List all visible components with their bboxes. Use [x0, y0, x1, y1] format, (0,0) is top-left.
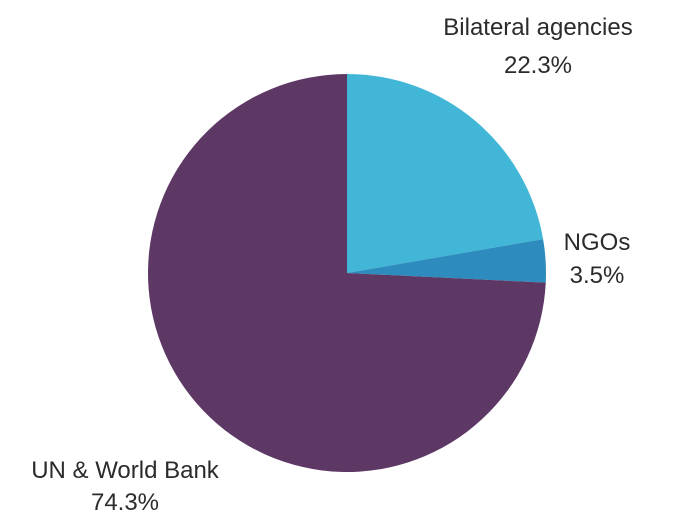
slice-label-ngos: NGOs: [564, 229, 631, 256]
pie-slice-ngos: [347, 239, 546, 283]
pie-slices: [147, 73, 546, 472]
slice-value-ngos: 3.5%: [570, 262, 625, 289]
slice-label-bilateral: Bilateral agencies: [443, 14, 632, 41]
slice-value-bilateral: 22.3%: [504, 52, 572, 79]
pie-slice-bilateral-agencies: [347, 73, 544, 273]
slice-value-un-world-bank: 74.3%: [91, 489, 159, 512]
pie-slice-un-world-bank: [147, 74, 546, 472]
slice-label-un-world-bank: UN & World Bank: [31, 457, 220, 484]
